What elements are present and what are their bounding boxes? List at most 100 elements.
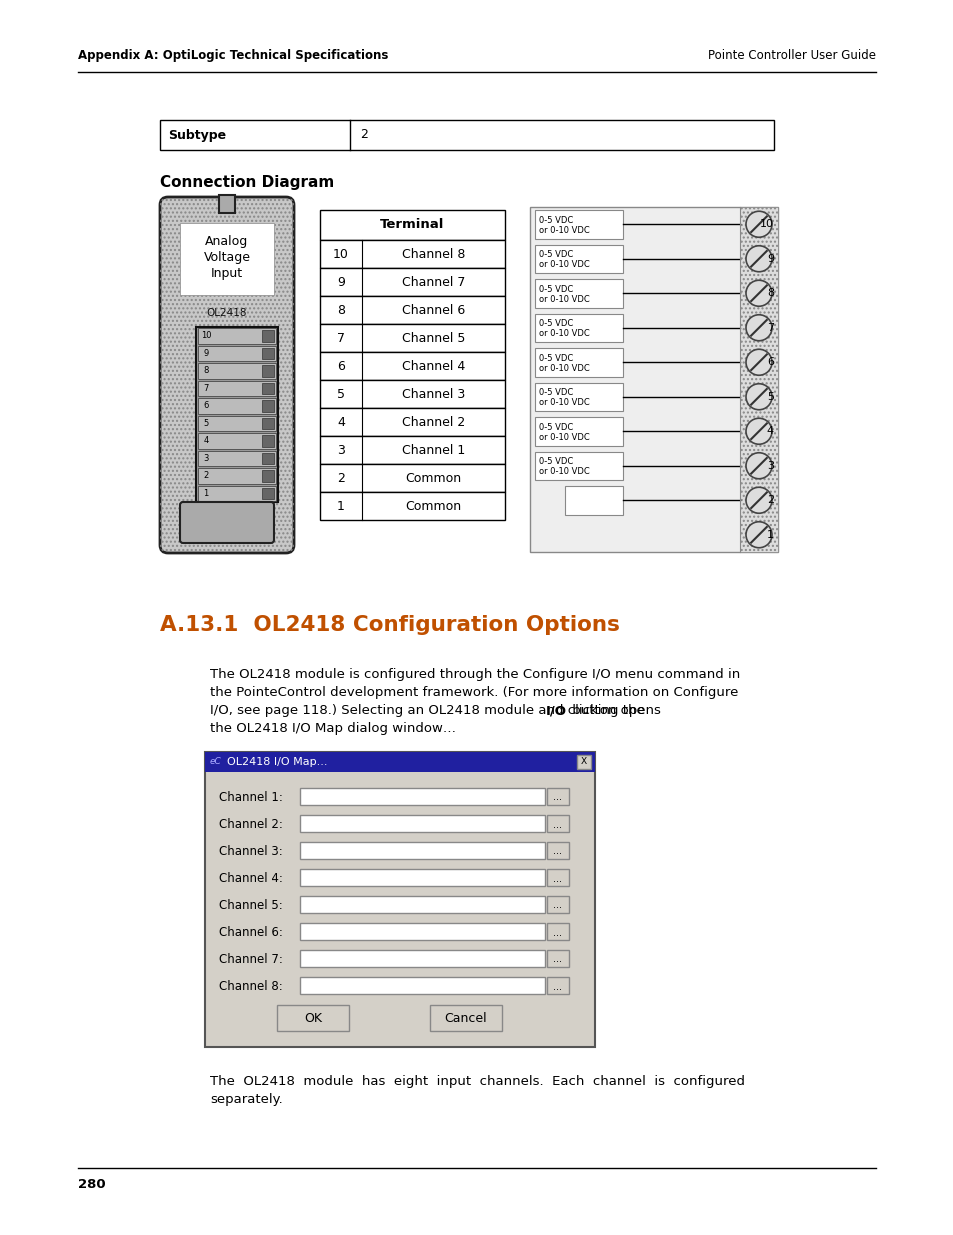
Text: The  OL2418  module  has  eight  input  channels.  Each  channel  is  configured: The OL2418 module has eight input channe… bbox=[210, 1074, 744, 1088]
Bar bbox=[319, 240, 504, 268]
FancyBboxPatch shape bbox=[180, 501, 274, 543]
Text: the PointeControl development framework. (For more information on Configure: the PointeControl development framework.… bbox=[210, 685, 738, 699]
Text: Cancel: Cancel bbox=[444, 1011, 487, 1025]
Text: Terminal: Terminal bbox=[380, 219, 444, 231]
Text: 2: 2 bbox=[766, 495, 773, 505]
Text: Channel 5:: Channel 5: bbox=[219, 899, 282, 911]
Text: Channel 1:: Channel 1: bbox=[219, 790, 283, 804]
Bar bbox=[546, 897, 568, 913]
Text: or 0-10 VDC: or 0-10 VDC bbox=[538, 295, 589, 304]
Text: 280: 280 bbox=[78, 1178, 106, 1191]
Bar bbox=[262, 471, 274, 482]
Bar bbox=[535, 210, 622, 238]
Text: or 0-10 VDC: or 0-10 VDC bbox=[538, 398, 589, 408]
Bar bbox=[577, 755, 590, 769]
Bar bbox=[262, 417, 274, 429]
Text: Channel 3: Channel 3 bbox=[401, 388, 465, 400]
Text: 4: 4 bbox=[203, 436, 209, 446]
Text: Pointe Controller User Guide: Pointe Controller User Guide bbox=[707, 49, 875, 62]
Bar bbox=[319, 464, 504, 492]
Bar bbox=[564, 487, 622, 515]
Text: 2: 2 bbox=[359, 128, 368, 142]
Circle shape bbox=[745, 246, 771, 272]
Text: 7: 7 bbox=[336, 331, 345, 345]
Text: ...: ... bbox=[553, 927, 562, 937]
Bar bbox=[319, 408, 504, 436]
Bar bbox=[198, 415, 275, 431]
Text: 0-5 VDC: 0-5 VDC bbox=[538, 320, 573, 329]
Text: OL2418 I/O Map...: OL2418 I/O Map... bbox=[227, 757, 327, 767]
Bar bbox=[262, 330, 274, 342]
Text: 4: 4 bbox=[336, 415, 345, 429]
Bar bbox=[535, 383, 622, 411]
Text: Channel 5: Channel 5 bbox=[401, 331, 465, 345]
Text: 7: 7 bbox=[203, 384, 209, 393]
Text: 1: 1 bbox=[203, 489, 209, 498]
Bar bbox=[546, 815, 568, 832]
Bar bbox=[319, 436, 504, 464]
Bar bbox=[262, 400, 274, 411]
Text: 1: 1 bbox=[336, 499, 345, 513]
Text: Channel 1: Channel 1 bbox=[401, 443, 465, 457]
Text: I/O: I/O bbox=[545, 704, 566, 718]
Text: Subtype: Subtype bbox=[168, 128, 226, 142]
Text: Channel 7:: Channel 7: bbox=[219, 953, 283, 966]
Text: 8: 8 bbox=[336, 304, 345, 316]
Text: the OL2418 I/O Map dialog window…: the OL2418 I/O Map dialog window… bbox=[210, 722, 456, 735]
Bar bbox=[160, 120, 773, 149]
Text: ...: ... bbox=[553, 900, 562, 910]
Bar bbox=[262, 366, 274, 377]
Bar bbox=[198, 380, 275, 396]
Bar bbox=[319, 296, 504, 324]
Text: 4: 4 bbox=[766, 426, 773, 436]
Text: Channel 8: Channel 8 bbox=[401, 247, 465, 261]
Text: Channel 8:: Channel 8: bbox=[219, 981, 282, 993]
Bar bbox=[198, 363, 275, 378]
Circle shape bbox=[745, 384, 771, 410]
Text: Channel 2:: Channel 2: bbox=[219, 818, 283, 831]
Text: 0-5 VDC: 0-5 VDC bbox=[538, 251, 573, 259]
Circle shape bbox=[745, 280, 771, 306]
Bar bbox=[276, 1005, 349, 1031]
Text: 6: 6 bbox=[203, 401, 209, 410]
Bar bbox=[299, 923, 544, 940]
Bar bbox=[740, 207, 778, 552]
Text: I/O, see page 118.) Selecting an OL2418 module and clicking the: I/O, see page 118.) Selecting an OL2418 … bbox=[210, 704, 648, 718]
Text: 0-5 VDC: 0-5 VDC bbox=[538, 457, 573, 467]
Text: ...: ... bbox=[553, 846, 562, 857]
Text: button opens: button opens bbox=[567, 704, 660, 718]
Circle shape bbox=[745, 211, 771, 237]
Bar bbox=[205, 752, 595, 1047]
Bar bbox=[198, 451, 275, 466]
Bar bbox=[535, 245, 622, 273]
Text: 10: 10 bbox=[333, 247, 349, 261]
Bar bbox=[198, 398, 275, 414]
Bar bbox=[198, 329, 275, 343]
Text: 6: 6 bbox=[336, 359, 345, 373]
Text: 0-5 VDC: 0-5 VDC bbox=[538, 216, 573, 225]
Text: Channel 6:: Channel 6: bbox=[219, 926, 283, 939]
Circle shape bbox=[745, 315, 771, 341]
Bar bbox=[262, 488, 274, 499]
Bar bbox=[530, 207, 778, 552]
Bar bbox=[262, 435, 274, 447]
Text: or 0-10 VDC: or 0-10 VDC bbox=[538, 261, 589, 269]
Bar bbox=[299, 897, 544, 913]
Text: 0-5 VDC: 0-5 VDC bbox=[538, 422, 573, 432]
Text: OL2418: OL2418 bbox=[207, 308, 247, 317]
Bar bbox=[546, 788, 568, 805]
Circle shape bbox=[745, 488, 771, 514]
Bar bbox=[299, 869, 544, 885]
Text: Appendix A: OptiLogic Technical Specifications: Appendix A: OptiLogic Technical Specific… bbox=[78, 49, 388, 62]
Text: 2: 2 bbox=[203, 472, 209, 480]
Text: 5: 5 bbox=[203, 419, 209, 427]
Bar bbox=[546, 869, 568, 885]
Text: 3: 3 bbox=[336, 443, 345, 457]
Text: Channel 4:: Channel 4: bbox=[219, 872, 283, 885]
Bar bbox=[205, 752, 595, 772]
Text: 9: 9 bbox=[766, 253, 773, 264]
Text: 3: 3 bbox=[766, 461, 773, 471]
Text: ...: ... bbox=[553, 793, 562, 803]
Bar bbox=[198, 346, 275, 361]
Text: 7: 7 bbox=[766, 322, 773, 332]
